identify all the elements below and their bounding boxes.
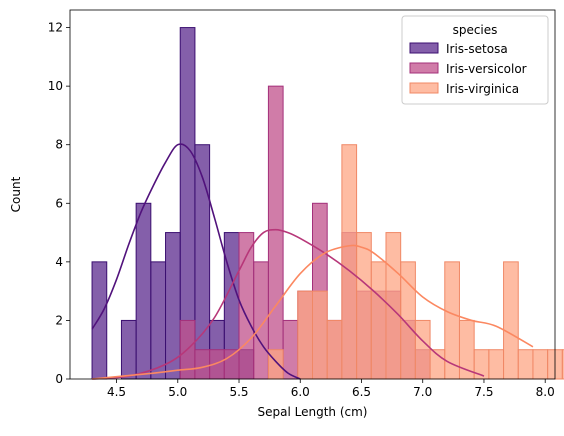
bar-2-14 xyxy=(297,290,314,380)
bar-1-9 xyxy=(223,349,240,380)
y-tick-label-3: 6 xyxy=(55,196,63,210)
kde-line-2 xyxy=(91,244,534,380)
bar-2-29 xyxy=(517,349,534,380)
legend-label-1: Iris-versicolor xyxy=(446,62,527,76)
bar-0-7 xyxy=(194,144,211,380)
bar-0-0 xyxy=(91,261,108,380)
bar-2-16 xyxy=(326,319,343,380)
kde-layer xyxy=(91,143,534,380)
bar-2-18 xyxy=(356,232,372,380)
x-tick-label-3: 6.0 xyxy=(291,385,310,399)
bar-0-3 xyxy=(135,202,152,380)
y-axis-label: Count xyxy=(9,176,23,212)
bar-2-27 xyxy=(488,349,505,380)
x-tick-label-4: 6.5 xyxy=(352,385,371,399)
bar-0-4 xyxy=(150,261,167,380)
y-tick-label-0: 0 xyxy=(55,372,63,386)
x-tick-label-6: 7.5 xyxy=(474,385,493,399)
bar-2-28 xyxy=(503,261,519,380)
legend-items: Iris-setosa Iris-versicolor Iris-virginica xyxy=(409,42,527,96)
legend-swatch-2 xyxy=(409,82,439,94)
kde-line-0 xyxy=(91,143,301,380)
bar-2-12 xyxy=(267,349,284,380)
legend-label-2: Iris-virginica xyxy=(446,82,519,96)
bar-2-17 xyxy=(341,144,358,380)
bar-2-30 xyxy=(532,349,549,380)
y-tick-label-4: 8 xyxy=(55,138,63,152)
bar-0-2 xyxy=(120,319,137,380)
bar-2-15 xyxy=(312,290,328,380)
kde-line-1 xyxy=(91,228,485,380)
x-tick-label-7: 8.0 xyxy=(536,385,555,399)
legend: species Iris-setosa Iris-versicolor Iris-v… xyxy=(401,15,549,105)
bar-2-19 xyxy=(370,261,387,380)
x-tick-label-5: 7.0 xyxy=(413,385,432,399)
y-tick-label-1: 2 xyxy=(55,313,63,327)
legend-title: species xyxy=(453,23,498,37)
legend-label-0: Iris-setosa xyxy=(446,42,508,56)
y-tick-label-6: 12 xyxy=(48,21,63,35)
bar-1-12 xyxy=(267,85,284,380)
y-tick-label-5: 10 xyxy=(48,79,63,93)
y-ticks: 0 2 4 6 8 10 12 xyxy=(48,21,70,386)
bar-2-22 xyxy=(414,319,431,380)
y-tick-label-2: 4 xyxy=(55,255,63,269)
bar-2-32 xyxy=(561,349,564,380)
x-ticks: 4.5 5.0 5.5 6.0 6.5 7.0 7.5 8.0 xyxy=(107,379,555,399)
x-axis-label: Sepal Length (cm) xyxy=(258,405,368,419)
x-tick-label-1: 5.0 xyxy=(168,385,187,399)
bar-1-7 xyxy=(194,349,211,380)
axes-frame xyxy=(69,9,556,380)
legend-swatch-0 xyxy=(409,42,439,54)
legend-swatch-1 xyxy=(409,62,439,74)
bar-1-11 xyxy=(253,261,269,380)
bar-2-20 xyxy=(385,232,402,380)
legend-box xyxy=(401,15,549,105)
x-tick-label-0: 4.5 xyxy=(107,385,126,399)
x-tick-label-2: 5.5 xyxy=(229,385,248,399)
